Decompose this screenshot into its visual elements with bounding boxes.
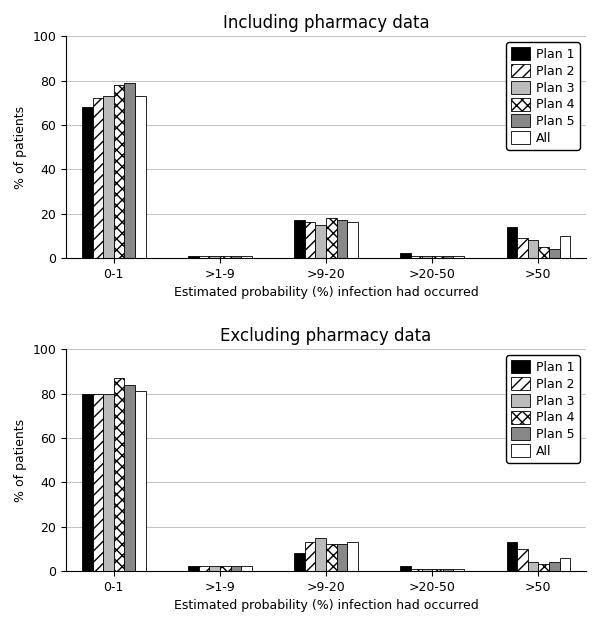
Bar — [454, 568, 464, 571]
Bar — [326, 218, 337, 258]
Bar — [528, 562, 538, 571]
Bar — [209, 567, 220, 571]
Bar — [400, 567, 411, 571]
Title: Including pharmacy data: Including pharmacy data — [223, 14, 430, 32]
Legend: Plan 1, Plan 2, Plan 3, Plan 4, Plan 5, All: Plan 1, Plan 2, Plan 3, Plan 4, Plan 5, … — [506, 43, 580, 150]
Bar — [241, 567, 252, 571]
Bar — [517, 238, 528, 258]
Bar — [188, 567, 199, 571]
Legend: Plan 1, Plan 2, Plan 3, Plan 4, Plan 5, All: Plan 1, Plan 2, Plan 3, Plan 4, Plan 5, … — [506, 356, 580, 463]
X-axis label: Estimated probability (%) infection had occurred: Estimated probability (%) infection had … — [174, 599, 478, 612]
Bar — [230, 567, 241, 571]
Bar — [316, 538, 326, 571]
Bar — [422, 255, 432, 258]
Bar — [103, 96, 114, 258]
Bar — [241, 255, 252, 258]
Bar — [82, 394, 92, 571]
Bar — [411, 255, 422, 258]
Title: Excluding pharmacy data: Excluding pharmacy data — [220, 327, 432, 345]
Bar — [92, 394, 103, 571]
Bar — [506, 542, 517, 571]
Bar — [82, 107, 92, 258]
Bar — [538, 564, 549, 571]
Bar — [124, 83, 135, 258]
Bar — [209, 255, 220, 258]
Bar — [114, 85, 124, 258]
Bar — [316, 225, 326, 258]
Bar — [347, 222, 358, 258]
Bar — [103, 394, 114, 571]
Bar — [506, 227, 517, 258]
Bar — [92, 98, 103, 258]
Bar — [347, 542, 358, 571]
Bar — [199, 567, 209, 571]
Bar — [294, 220, 305, 258]
Bar — [454, 255, 464, 258]
Bar — [305, 542, 316, 571]
Bar — [443, 255, 454, 258]
Bar — [400, 254, 411, 258]
Bar — [230, 255, 241, 258]
Bar — [411, 568, 422, 571]
Y-axis label: % of patients: % of patients — [14, 418, 27, 501]
Bar — [220, 567, 230, 571]
Bar — [124, 385, 135, 571]
Bar — [560, 558, 570, 571]
Bar — [188, 255, 199, 258]
Bar — [326, 544, 337, 571]
Bar — [538, 247, 549, 258]
Bar — [337, 220, 347, 258]
X-axis label: Estimated probability (%) infection had occurred: Estimated probability (%) infection had … — [174, 286, 478, 299]
Bar — [135, 96, 146, 258]
Bar — [432, 255, 443, 258]
Y-axis label: % of patients: % of patients — [14, 105, 27, 188]
Bar — [549, 562, 560, 571]
Bar — [549, 249, 560, 258]
Bar — [432, 568, 443, 571]
Bar — [135, 391, 146, 571]
Bar — [422, 568, 432, 571]
Bar — [560, 235, 570, 258]
Bar — [443, 568, 454, 571]
Bar — [199, 255, 209, 258]
Bar — [305, 222, 316, 258]
Bar — [528, 240, 538, 258]
Bar — [337, 544, 347, 571]
Bar — [220, 255, 230, 258]
Bar — [517, 548, 528, 571]
Bar — [114, 378, 124, 571]
Bar — [294, 553, 305, 571]
